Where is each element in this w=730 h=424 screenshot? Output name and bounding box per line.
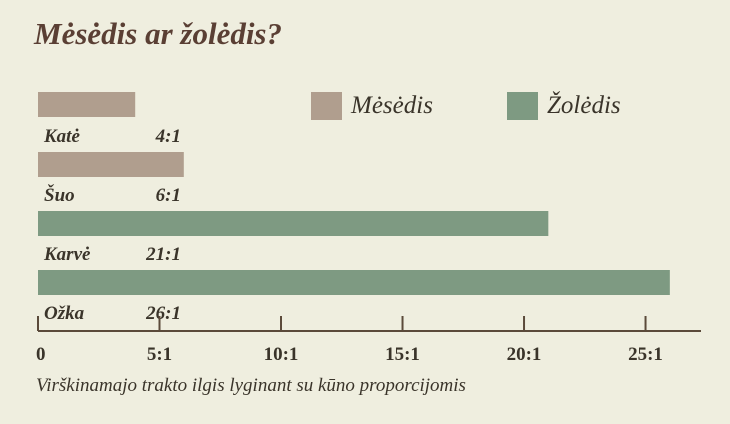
legend-label-zoledis: Žolėdis	[547, 92, 621, 119]
legend-swatch-zoledis	[507, 92, 538, 120]
x-axis-label: Virškinamajo trakto ilgis lyginant su kū…	[36, 375, 466, 396]
chart-title: Mėsėdis ar žolėdis?	[34, 16, 282, 51]
value-label-3: 26:1	[145, 303, 181, 324]
value-label-1: 6:1	[156, 185, 181, 206]
bar-2	[38, 211, 549, 236]
value-label-0: 4:1	[155, 126, 181, 147]
bar-3	[38, 270, 670, 295]
x-tick-label-3: 15:1	[385, 344, 420, 365]
category-label-2: Karvė	[43, 244, 91, 265]
x-tick-label-2: 10:1	[264, 344, 299, 365]
bar-1	[38, 152, 184, 177]
x-tick-label-4: 20:1	[507, 344, 542, 365]
x-tick-label-1: 5:1	[147, 344, 172, 365]
legend-swatch-mesedis	[311, 92, 342, 120]
legend-item-mesedis: Mėsėdis	[311, 92, 433, 120]
category-label-3: Ožka	[44, 303, 85, 324]
x-tick-label-5: 25:1	[628, 344, 663, 365]
legend-label-mesedis: Mėsėdis	[351, 92, 433, 119]
x-tick-label-0: 0	[36, 344, 46, 365]
category-label-1: Šuo	[44, 184, 75, 206]
bar-0	[38, 92, 136, 117]
category-label-0: Katė	[43, 126, 80, 147]
legend-item-zoledis: Žolėdis	[507, 92, 621, 120]
value-label-2: 21:1	[145, 244, 181, 265]
